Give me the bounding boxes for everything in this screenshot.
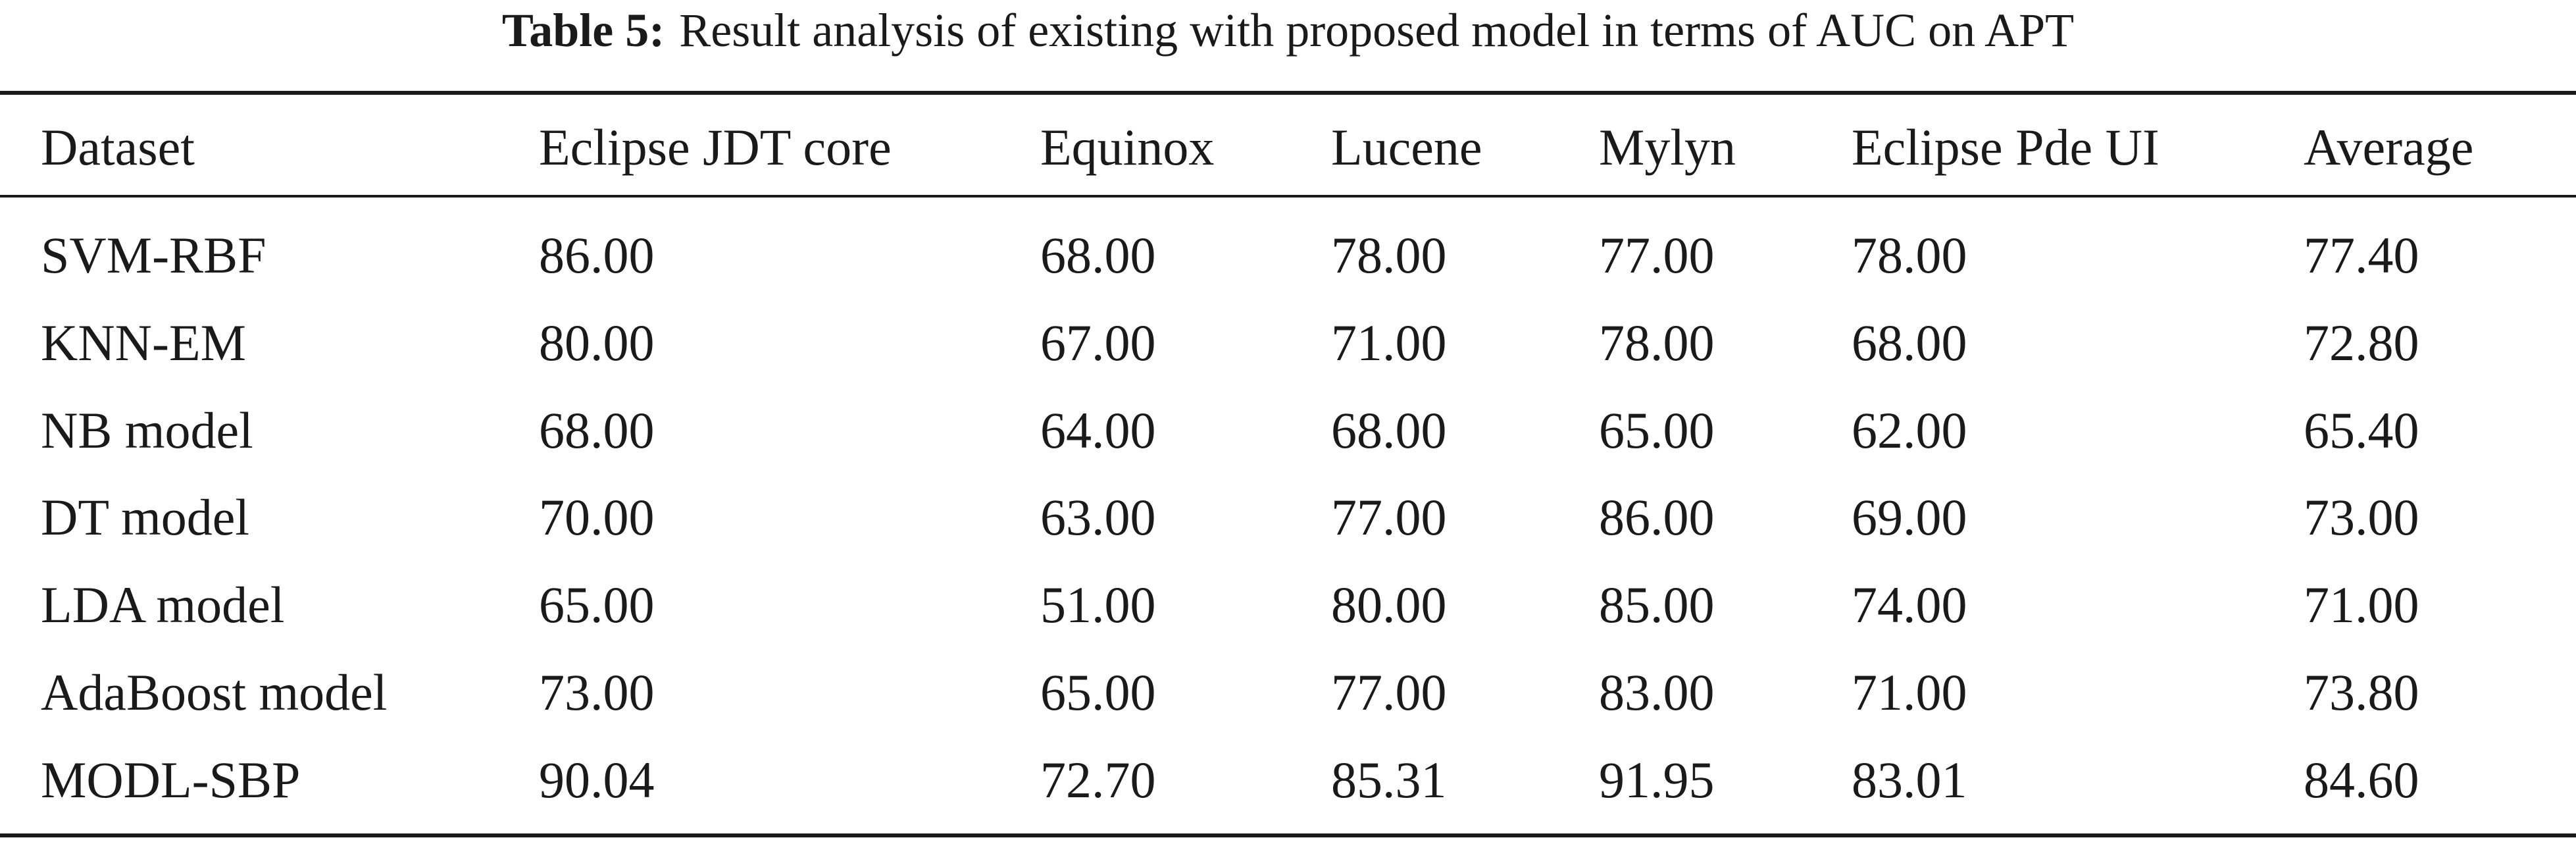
table-cell: 77.40 — [2304, 226, 2419, 284]
table-cell: 86.00 — [1599, 488, 1715, 546]
table-cell: 85.31 — [1331, 751, 1447, 808]
table-cell: 71.00 — [1852, 664, 1967, 721]
table-cell: 65.40 — [2304, 401, 2419, 459]
table-cell: 63.00 — [1040, 488, 1156, 546]
table-cell: 72.70 — [1040, 751, 1156, 808]
table-cell: 77.00 — [1331, 664, 1447, 721]
table-cell: 68.00 — [539, 401, 655, 459]
table-cell: 85.00 — [1599, 576, 1715, 634]
row-label: LDA model — [41, 576, 285, 634]
table-cell: 80.00 — [539, 313, 655, 371]
table-cell: 83.00 — [1599, 664, 1715, 721]
header-cell: Eclipse Pde UI — [1852, 119, 2159, 176]
table-cell: 64.00 — [1040, 401, 1156, 459]
row-label: NB model — [41, 401, 253, 459]
row-label: SVM-RBF — [41, 226, 266, 284]
table-cell: 73.00 — [539, 664, 655, 721]
table-cell: 73.00 — [2304, 488, 2419, 546]
table-cell: 77.00 — [1331, 488, 1447, 546]
table-cell: 68.00 — [1852, 313, 1967, 371]
top-rule — [0, 91, 2576, 95]
header-cell: Dataset — [41, 119, 195, 176]
table-cell: 68.00 — [1040, 226, 1156, 284]
table-caption: Table 5: Result analysis of existing with… — [0, 1, 2576, 59]
caption-label: Table 5: — [501, 4, 665, 57]
table-cell: 62.00 — [1852, 401, 1967, 459]
table-cell: 69.00 — [1852, 488, 1967, 546]
row-label: AdaBoost model — [41, 664, 388, 721]
row-label: DT model — [41, 488, 250, 546]
table-cell: 68.00 — [1331, 401, 1447, 459]
caption-text: Result analysis of existing with propose… — [679, 4, 2075, 57]
table-cell: 51.00 — [1040, 576, 1156, 634]
row-label: MODL-SBP — [41, 751, 301, 808]
table-cell: 77.00 — [1599, 226, 1715, 284]
header-cell: Mylyn — [1599, 119, 1736, 176]
table-cell: 84.60 — [2304, 751, 2419, 808]
header-cell: Equinox — [1040, 119, 1215, 176]
table-cell: 83.01 — [1852, 751, 1967, 808]
table-cell: 72.80 — [2304, 313, 2419, 371]
header-cell: Average — [2304, 119, 2474, 176]
table-cell: 80.00 — [1331, 576, 1447, 634]
header-cell: Lucene — [1331, 119, 1482, 176]
table-cell: 78.00 — [1852, 226, 1967, 284]
header-rule — [0, 195, 2576, 198]
bottom-rule — [0, 833, 2576, 837]
table-cell: 74.00 — [1852, 576, 1967, 634]
table-cell: 78.00 — [1331, 226, 1447, 284]
table-cell: 67.00 — [1040, 313, 1156, 371]
table-cell: 86.00 — [539, 226, 655, 284]
table-cell: 73.80 — [2304, 664, 2419, 721]
table-cell: 65.00 — [1040, 664, 1156, 721]
table-cell: 91.95 — [1599, 751, 1715, 808]
table-cell: 71.00 — [2304, 576, 2419, 634]
table-cell: 78.00 — [1599, 313, 1715, 371]
row-label: KNN-EM — [41, 313, 246, 371]
table-cell: 65.00 — [539, 576, 655, 634]
table-cell: 71.00 — [1331, 313, 1447, 371]
table-cell: 65.00 — [1599, 401, 1715, 459]
table-cell: 90.04 — [539, 751, 655, 808]
table-cell: 70.00 — [539, 488, 655, 546]
header-cell: Eclipse JDT core — [539, 119, 892, 176]
